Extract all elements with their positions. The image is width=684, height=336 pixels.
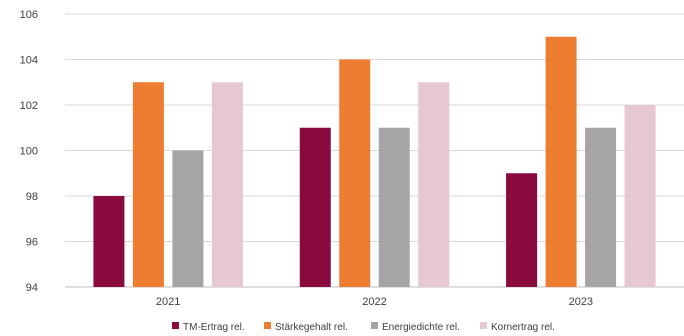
legend: TM-Ertrag rel. Stärkegehalt rel. Energiedi…: [172, 322, 555, 333]
bars: [93, 36, 656, 287]
legend-item: TM-Ertrag rel.: [172, 322, 245, 333]
bar-2021-0: [93, 196, 125, 287]
bar-2023-3: [624, 105, 656, 287]
bar-2022-0: [299, 127, 331, 287]
bar-2023-1: [545, 36, 577, 287]
gridlines: [65, 13, 684, 288]
bar-2021-3: [211, 82, 243, 287]
legend-item: Kornertrag rel.: [480, 322, 555, 333]
legend-label: Kornertrag rel.: [491, 322, 555, 333]
y-tick-label: 102: [20, 100, 38, 112]
x-axis: 2021 2022 2023: [156, 296, 593, 308]
legend-swatch: [264, 322, 271, 329]
legend-swatch: [172, 322, 179, 329]
y-tick-label: 100: [20, 146, 38, 158]
legend-swatch: [480, 322, 487, 329]
bar-2022-2: [378, 127, 410, 287]
y-tick-label: 106: [20, 9, 38, 21]
y-tick-label: 104: [20, 55, 38, 67]
legend-item: Energiedichte rel.: [371, 322, 460, 333]
legend-swatch: [371, 322, 378, 329]
y-tick-label: 96: [26, 237, 38, 249]
legend-label: Stärkegehalt rel.: [275, 322, 348, 333]
legend-label: Energiedichte rel.: [382, 322, 460, 333]
x-tick-label: 2023: [569, 296, 593, 308]
legend-label: TM-Ertrag rel.: [183, 322, 245, 333]
bar-2023-2: [585, 127, 617, 287]
bar-2023-0: [506, 173, 538, 287]
y-tick-label: 94: [26, 282, 38, 294]
y-tick-label: 98: [26, 191, 38, 203]
bar-2021-1: [132, 82, 164, 287]
bar-2022-1: [339, 59, 371, 287]
y-axis: 94 96 98 100 102 104 106: [20, 9, 38, 294]
bar-2022-3: [418, 82, 450, 287]
legend-item: Stärkegehalt rel.: [264, 322, 348, 333]
x-tick-label: 2022: [362, 296, 386, 308]
x-tick-label: 2021: [156, 296, 180, 308]
bar-2021-2: [172, 150, 204, 287]
